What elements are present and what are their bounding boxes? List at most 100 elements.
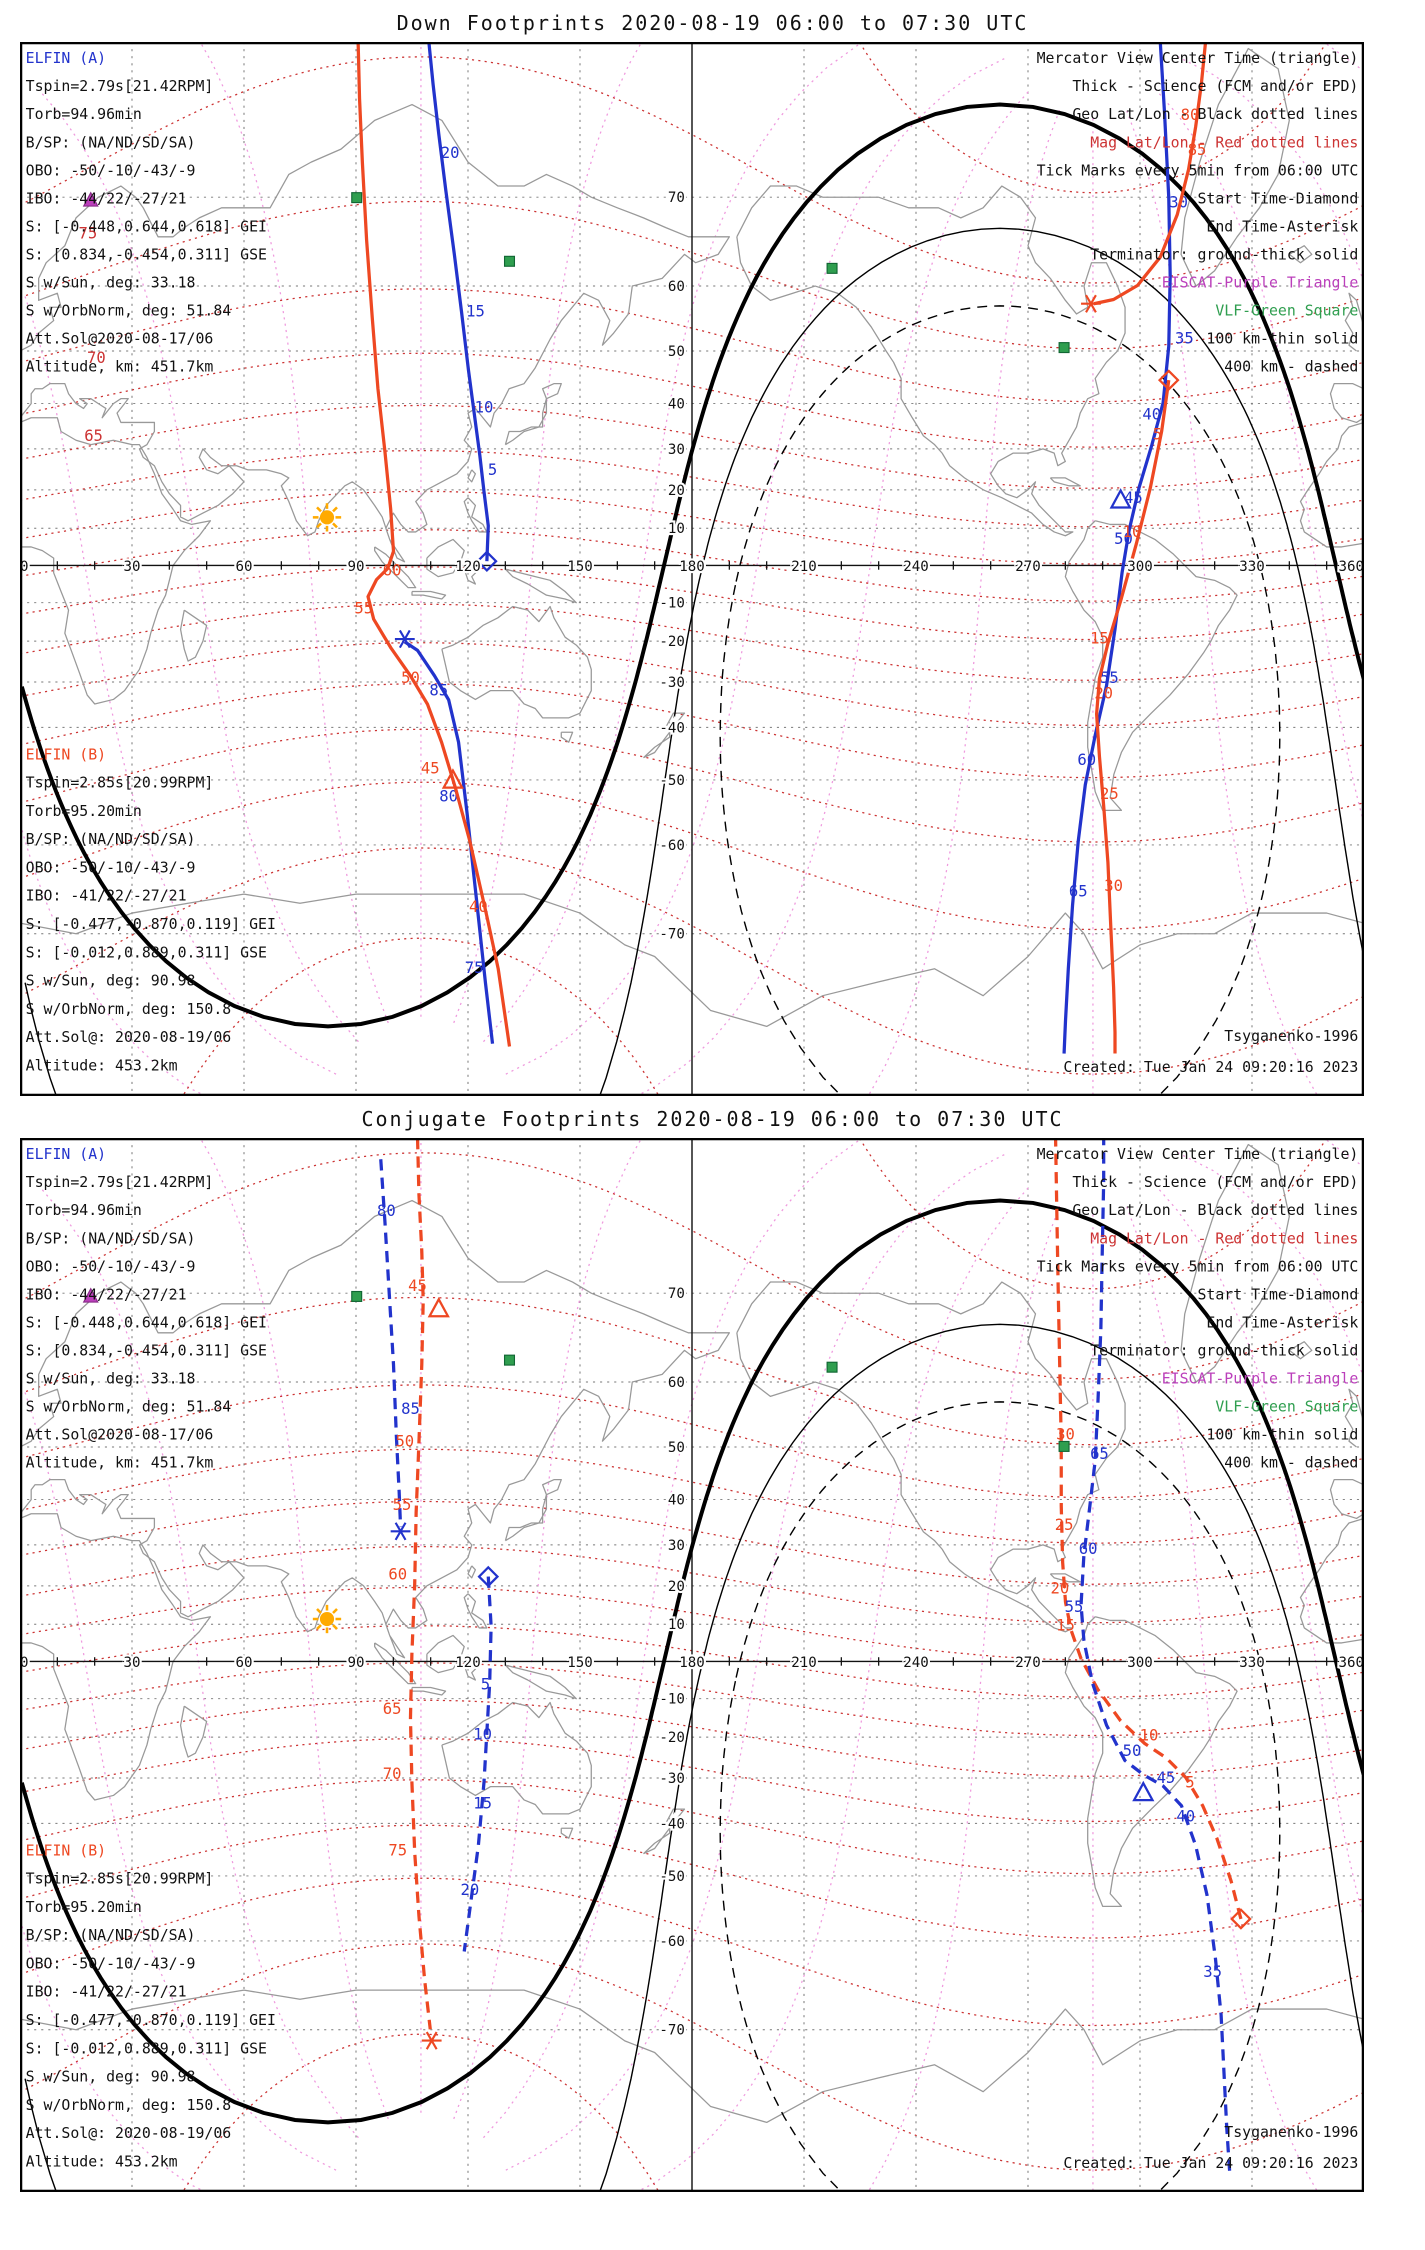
- mag-lon-line: [867, 1203, 1061, 2192]
- mag-lat-line: [20, 1779, 1364, 1875]
- coastline: [426, 1634, 465, 1674]
- vlf-station-icon: [826, 262, 838, 274]
- mag-lat-line: [20, 728, 1364, 843]
- coastline: [20, 417, 212, 705]
- lat-axis-label: -70: [659, 927, 685, 943]
- terminator-0km: [20, 1198, 1364, 2125]
- elfin-a-info-line: OBO: -50/-10/-43/-9: [26, 161, 196, 179]
- diamond-icon: [1230, 1908, 1252, 1930]
- track-elfin-b-conj-right: [1053, 1138, 1243, 1920]
- track-elfin-a-conj-pass1: [462, 1576, 493, 1952]
- minute-label: 40: [1142, 406, 1161, 424]
- diamond-icon: [476, 550, 498, 573]
- eiscat-station-icon: [82, 1287, 99, 1303]
- gsquare-marker: [503, 1354, 516, 1366]
- track-elfin-a-conj-pass2: [379, 1159, 403, 1528]
- minute-label: 55: [1100, 669, 1119, 687]
- minute-label: 60: [1077, 751, 1096, 769]
- mag-lon-line: [453, 42, 643, 1024]
- coastline: [1299, 421, 1364, 548]
- minute-label: 25: [1100, 785, 1119, 803]
- sun-ray-icon: [332, 522, 338, 529]
- minute-label: 50: [1123, 1742, 1142, 1760]
- vlf-station-icon: [826, 1361, 838, 1373]
- minute-label: 30: [1104, 877, 1123, 895]
- lat-axis-label: -30: [659, 1771, 685, 1787]
- legend-line: EISCAT-Purple Triangle: [1162, 1369, 1359, 1387]
- legend-line: Start Time-Diamond: [1197, 1285, 1358, 1303]
- diamond-marker: [1157, 369, 1180, 391]
- lon-axis-label: 60: [235, 559, 252, 575]
- elfin-b-info-line: Torb=95.20min: [26, 802, 142, 820]
- plot-border: [20, 42, 1364, 1096]
- elfin-b-info-line: S: [-0.477,-0.870,0.119] GEI: [26, 915, 276, 933]
- lon-axis-label: 150: [567, 559, 593, 575]
- elfin-b-info-line: S: [-0.477,-0.870,0.119] GEI: [26, 2011, 276, 2029]
- lat-axis-label: -20: [659, 1730, 685, 1746]
- asterisk-icon: [1085, 294, 1097, 313]
- coastline: [560, 1827, 574, 1839]
- asterisk-icon: [425, 2031, 438, 2050]
- asterisk-marker: [394, 629, 415, 649]
- minute-label: 20: [461, 1881, 480, 1899]
- legend-line: 400 km - dashed: [1224, 357, 1358, 375]
- elfin-b-info-line: S w/Sun, deg: 90.98: [26, 2068, 196, 2086]
- diamond-icon: [477, 1565, 500, 1588]
- coastline: [463, 561, 480, 585]
- lon-axis-label: 120: [455, 1655, 481, 1671]
- elfin-b-info-line: B/SP: (NA/ND/SD/SA): [26, 1926, 196, 1944]
- elfin-b-info-line: S: [-0.012,0.889,0.311] GSE: [26, 2039, 267, 2057]
- mag-lat-line: [20, 200, 1364, 350]
- minute-label: 5: [481, 1676, 490, 1694]
- minute-label: 10: [473, 1725, 492, 1743]
- sun-ray-icon: [316, 522, 322, 529]
- minute-label: 55: [393, 1496, 412, 1514]
- elfin-b-info-line: S w/Sun, deg: 90.98: [26, 972, 196, 990]
- elfin-a-info-line: B/SP: (NA/ND/SD/SA): [26, 133, 196, 151]
- map-plot-down: 2015105858075605550454030354045505560655…: [20, 42, 1364, 1096]
- panel-title-down: Down Footprints 2020-08-19 06:00 to 07:3…: [396, 11, 1029, 35]
- coastline: [441, 605, 592, 719]
- lat-axis-label: -50: [659, 773, 685, 789]
- sun-ray-icon: [332, 1624, 338, 1630]
- vlf-station-icon: [503, 255, 516, 267]
- track-elfin-b-left: [356, 42, 512, 1047]
- lat-axis-label: -60: [659, 838, 685, 854]
- mag-lat-line: [182, 937, 660, 1096]
- elfin-a-info-line: Att.Sol@2020-08-17/06: [26, 1425, 214, 1443]
- sun-ray-icon: [316, 1608, 322, 1614]
- coastline: [463, 1593, 488, 1629]
- elfin-a-info-line: Att.Sol@2020-08-17/06: [26, 329, 214, 347]
- coastline: [20, 103, 730, 563]
- coastline: [1288, 245, 1313, 264]
- sun-ray-icon: [316, 1624, 322, 1630]
- lon-axis-label: 90: [347, 559, 364, 575]
- legend-line: Thick - Science (FCM and/or EPD): [1072, 1173, 1358, 1191]
- mag-lon-line: [482, 1138, 865, 2139]
- sun-ray-icon: [332, 1608, 338, 1614]
- minute-label: 45: [421, 759, 440, 777]
- gsquare-marker: [351, 1290, 363, 1302]
- lon-axis-label: 270: [1015, 559, 1041, 575]
- minute-label: 60: [383, 561, 402, 579]
- lon-axis-label: 30: [123, 559, 140, 575]
- minute-label: 15: [1090, 629, 1109, 647]
- terminator-100km: [24, 1323, 1364, 2192]
- elfin-b-info-line: Att.Sol@: 2020-08-19/06: [26, 1028, 232, 1046]
- lon-axis-label: 240: [903, 1655, 929, 1671]
- lat-axis-label: 70: [668, 190, 685, 206]
- minute-label: 20: [441, 144, 460, 162]
- minute-label: 10: [1123, 523, 1142, 541]
- minute-label: 70: [383, 1765, 402, 1783]
- legend-line: VLF-Green Square: [1215, 1397, 1358, 1415]
- minute-label: 65: [383, 1700, 402, 1718]
- eiscat-station-icon: [82, 191, 99, 207]
- mag-lat-line: [20, 847, 1364, 1075]
- minute-label: 75: [388, 1841, 407, 1859]
- created-timestamp: Created: Tue Jan 24 09:20:16 2023: [1063, 1058, 1358, 1076]
- legend-line: End Time-Asterisk: [1206, 217, 1358, 235]
- elfin-a-info-line: S w/OrbNorm, deg: 51.84: [26, 1397, 232, 1415]
- elfin-b-info-line: Altitude: 453.2km: [26, 1057, 178, 1075]
- legend-line: End Time-Asterisk: [1206, 1313, 1358, 1331]
- coastline: [467, 1565, 477, 1579]
